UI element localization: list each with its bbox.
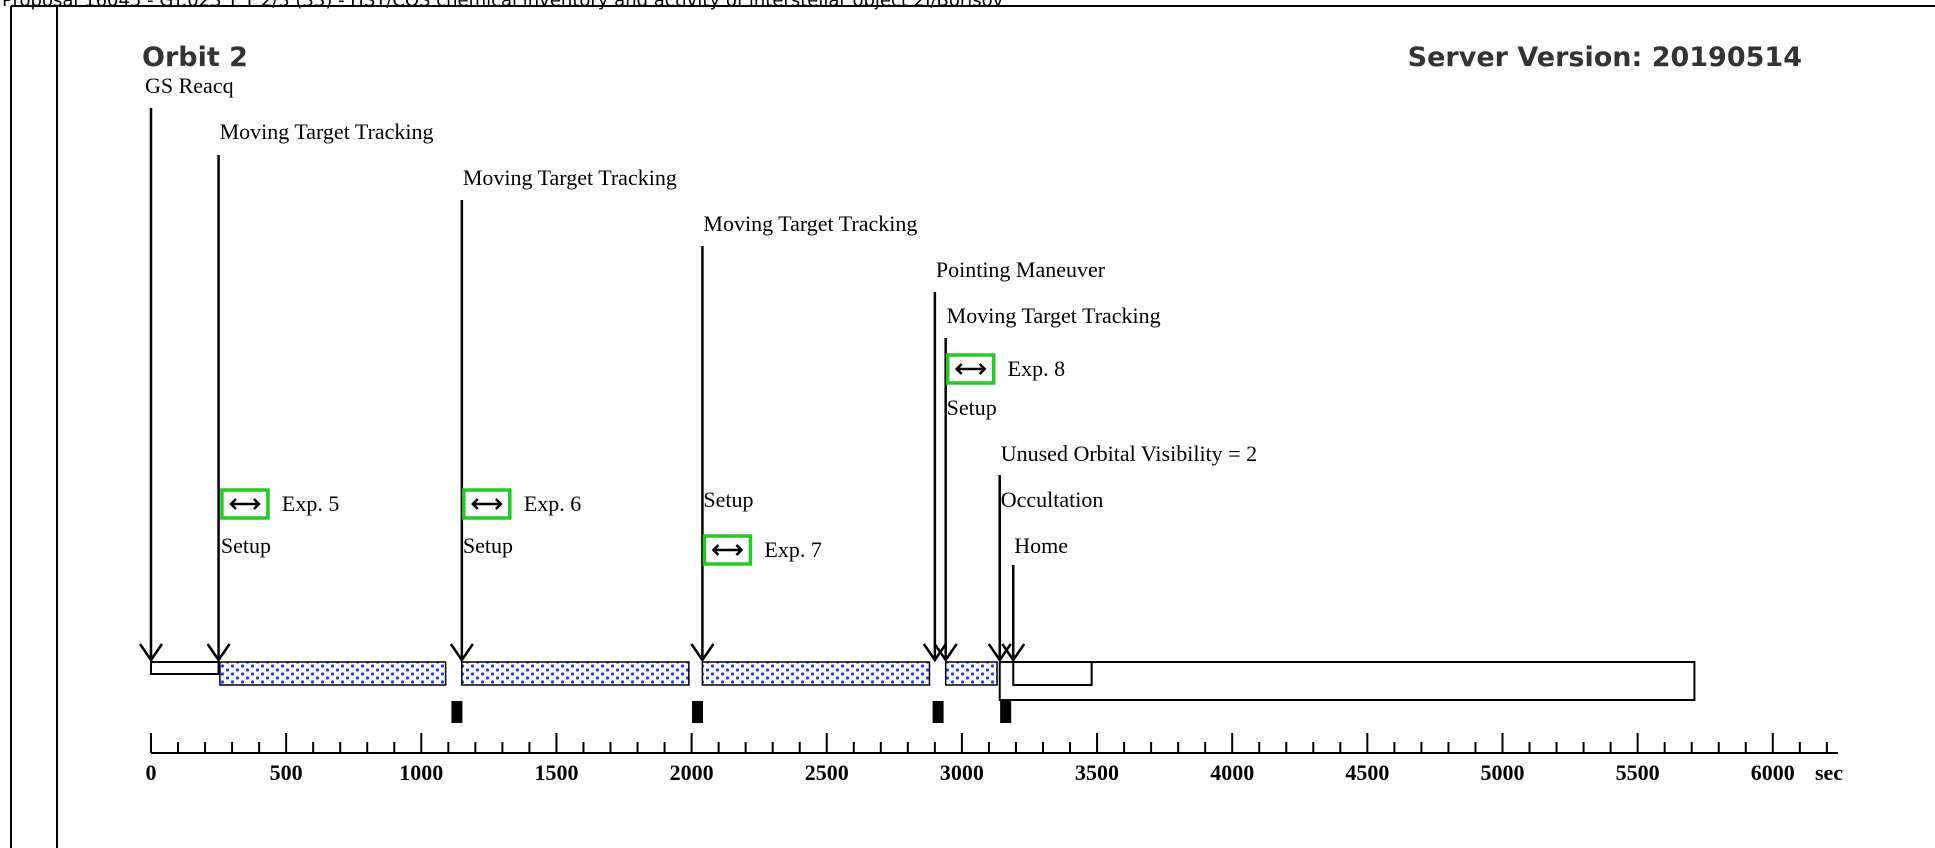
readout-mark xyxy=(451,701,463,723)
event-label: Home xyxy=(1014,533,1068,558)
axis-tick-label: 1500 xyxy=(534,760,578,785)
event-label: Pointing Maneuver xyxy=(936,257,1106,282)
exposure-label: Exp. 8 xyxy=(1008,356,1065,381)
axis-tick-label: 5000 xyxy=(1481,760,1525,785)
exposure-label: Exp. 6 xyxy=(524,491,581,516)
down-arrow-icon xyxy=(206,643,231,663)
axis-tick-label: 2500 xyxy=(805,760,849,785)
axis-tick-label: 6000 xyxy=(1751,760,1795,785)
readout-mark xyxy=(932,701,944,723)
event-label: Moving Target Tracking xyxy=(463,165,677,190)
event-label: Moving Target Tracking xyxy=(703,211,917,236)
readout-mark xyxy=(1000,701,1012,723)
setup-label: Setup xyxy=(947,395,997,420)
exposure-bar xyxy=(701,661,931,686)
axis-tick-label: 2000 xyxy=(670,760,714,785)
double-arrow-icon xyxy=(954,363,987,375)
exposure-bar xyxy=(944,661,998,686)
axis-tick-label: 3000 xyxy=(940,760,984,785)
exposure-label: Exp. 5 xyxy=(282,491,339,516)
segment-bar-gs-reacq xyxy=(150,661,220,675)
exposure-bar xyxy=(461,661,690,686)
double-arrow-icon xyxy=(711,544,744,556)
down-arrow-icon xyxy=(138,643,164,663)
axis-tick-label: 4500 xyxy=(1345,760,1389,785)
down-arrow-icon xyxy=(922,643,947,663)
segment-bar-home xyxy=(1012,661,1093,686)
event-label: GS Reacq xyxy=(145,73,234,98)
axis-unit-label: sec xyxy=(1815,760,1843,785)
event-label: Moving Target Tracking xyxy=(947,303,1161,328)
readout-mark xyxy=(692,701,704,723)
axis-tick-label: 5500 xyxy=(1616,760,1660,785)
axis-tick-label: 0 xyxy=(146,760,157,785)
exposure-label: Exp. 7 xyxy=(764,537,821,562)
down-arrow-icon xyxy=(933,643,958,663)
event-label: Occultation xyxy=(1001,487,1104,512)
setup-label: Setup xyxy=(463,533,513,558)
segment-bar-occultation xyxy=(998,661,1696,701)
event-label: Unused Orbital Visibility = 2 xyxy=(1001,441,1257,466)
axis-tick-label: 4000 xyxy=(1210,760,1254,785)
server-version: Server Version: 20190514 xyxy=(1408,42,1802,73)
orbit-title: Orbit 2 xyxy=(142,42,248,73)
event-label: Moving Target Tracking xyxy=(220,119,434,144)
axis-tick-label: 1000 xyxy=(399,760,443,785)
double-arrow-icon xyxy=(471,498,503,510)
axis-tick-label: 500 xyxy=(270,760,303,785)
down-arrow-icon xyxy=(1001,643,1026,663)
exposure-bar xyxy=(219,661,447,686)
setup-label: Setup xyxy=(703,487,753,512)
down-arrow-icon xyxy=(449,643,474,663)
axis-tick-label: 3500 xyxy=(1075,760,1119,785)
down-arrow-icon xyxy=(690,643,715,663)
setup-label: Setup xyxy=(221,533,271,558)
double-arrow-icon xyxy=(229,498,261,510)
